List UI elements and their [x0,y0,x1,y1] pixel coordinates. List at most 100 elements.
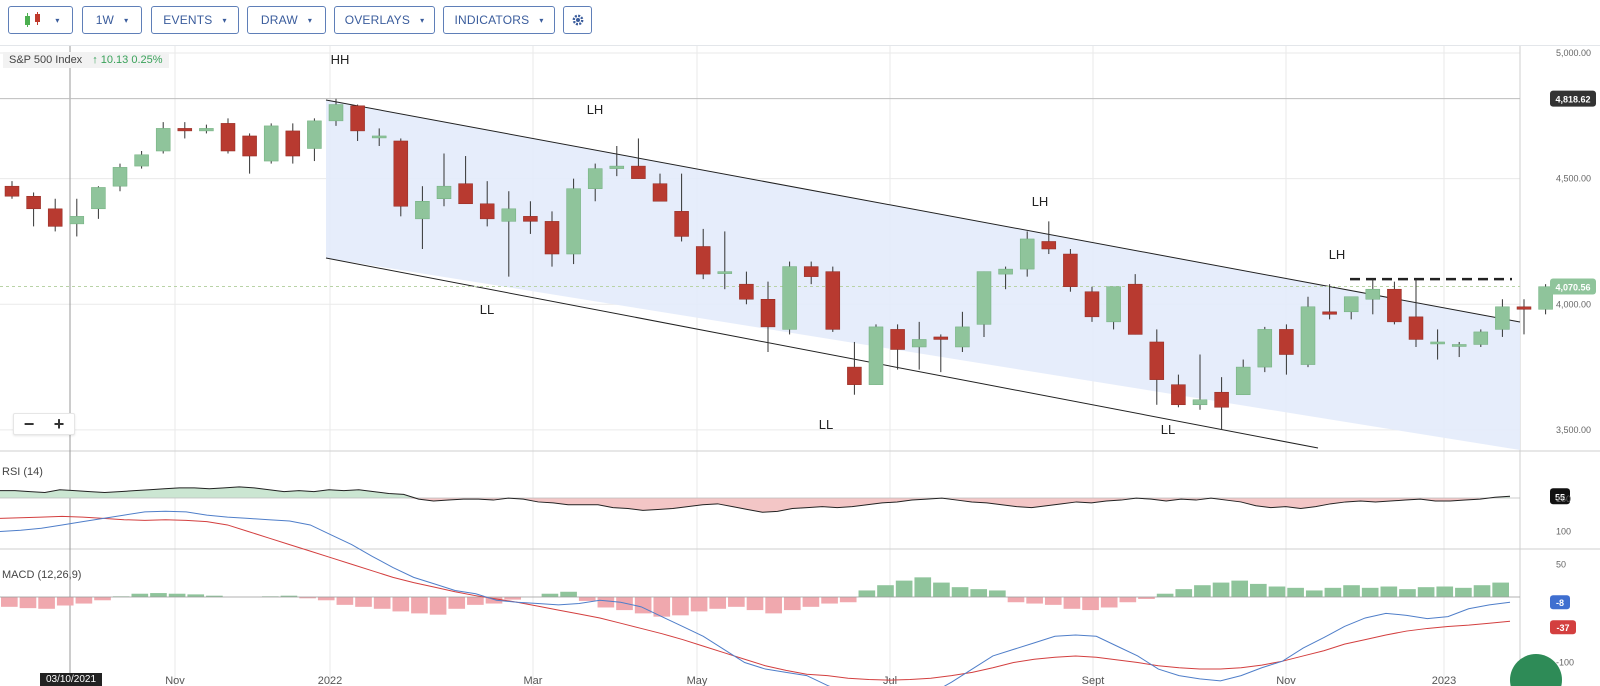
macd-histogram-bar [1324,587,1342,597]
candle [760,299,776,328]
macd-histogram-bar [1287,587,1304,597]
overlays-dropdown[interactable]: OVERLAYS ▾ [334,6,435,34]
candlestick-icon [25,12,41,27]
candle [26,195,41,210]
candle [825,271,841,330]
candle [955,326,970,348]
macd-histogram-bar [839,597,857,603]
macd-histogram-bar [970,589,988,597]
chart-type-button[interactable]: ▾ [8,6,73,34]
indicators-dropdown[interactable]: INDICATORS ▾ [443,6,555,34]
macd-histogram-bar [709,597,727,609]
draw-dropdown[interactable]: DRAW ▾ [247,6,326,34]
pattern-label: LH [1329,247,1346,262]
symbol-change: ↑ 10.13 0.25% [92,54,163,66]
indicators-label: INDICATORS [454,13,530,27]
candle [674,211,689,237]
macd-value-badge [1550,595,1570,610]
macd-axis-tick-label: -100 [1556,658,1574,668]
candle [69,216,85,225]
macd-histogram-bar [802,597,820,607]
last-price-badge: 4,070.56 [1550,278,1596,295]
macd-axis-tick-label: 150 [1556,494,1571,504]
macd-histogram-bar [206,595,223,597]
macd-histogram-bar [914,577,932,597]
overlays-label: OVERLAYS [344,13,411,27]
macd-histogram-bar [1194,585,1211,597]
chevron-down-icon: ▾ [307,15,313,25]
candle [328,104,344,122]
macd-histogram-bar [877,585,894,597]
rsi-above-fill [0,486,1510,498]
macd-histogram-bar [467,597,484,605]
chevron-down-icon: ▾ [55,15,60,25]
candle [933,336,949,340]
macd-signal-line [0,515,1511,681]
rsi-value-text: 55 [1555,492,1565,502]
settings-button[interactable] [563,6,592,34]
macd-histogram-bar [1455,587,1472,597]
candle [847,366,862,385]
candle [739,283,754,300]
macd-histogram-bar [1343,585,1360,597]
candle [393,140,409,207]
candle [1343,296,1359,313]
events-dropdown[interactable]: EVENTS ▾ [151,6,239,34]
candle [479,203,495,220]
macd-histogram-bar [1138,597,1155,599]
macd-panel-label: MACD (12,26,9) [2,569,82,581]
candle [1214,391,1229,408]
macd-histogram-bar [280,595,298,597]
macd-histogram-bar [1250,583,1267,597]
chart-canvas[interactable]: HH LH LL LH LL LH LL 5,000.00 4,500.00 4,000.00 3,… [0,46,1600,686]
macd-histogram-bar [355,597,372,607]
macd-histogram-bar [1268,586,1286,597]
macd-histogram-bar [56,597,74,606]
candle [415,201,430,220]
candle [652,183,668,202]
candle [1019,238,1035,270]
interval-dropdown[interactable]: 1W ▾ [82,6,142,34]
candle [1257,329,1273,368]
toolbar: ▾ 1W ▾ EVENTS ▾ DRAW ▾ OVERLAYS ▾ INDICA… [0,0,1600,46]
candle [1473,331,1489,345]
macd-histogram-bar [19,597,37,609]
crosshair-date-label: 03/10/2021 [40,673,102,686]
macd-axis-tick-label: 50 [1556,559,1566,569]
candle [911,339,927,348]
macd-histogram-bar [672,597,689,616]
symbol-legend: S&P 500 Index ↑ 10.13 0.25% [3,52,169,68]
price-axis-tick-label: 4,500.00 [1556,174,1591,184]
macd-histogram-bar [951,587,969,597]
candle [1495,306,1510,330]
x-axis-tick-label: May [687,675,708,686]
candle [1149,341,1165,380]
macd-histogram-bar [1492,582,1509,597]
candle [1365,288,1381,300]
macd-histogram-bar [373,597,391,609]
pattern-label: LL [819,417,833,432]
macd-histogram-bar [299,597,316,599]
macd-histogram-bar [895,580,913,597]
macd-histogram-bar [38,597,55,609]
candle [1106,286,1121,323]
zoom-out-button[interactable]: − [23,414,35,434]
candle [307,120,322,149]
candle [350,105,365,132]
draw-label: DRAW [260,13,298,27]
macd-histogram-bar [1417,587,1435,597]
interval-label: 1W [95,13,115,27]
candle [1538,286,1553,310]
zoom-in-button[interactable]: + [53,414,65,434]
candle [112,167,128,187]
symbol-name: S&P 500 Index [9,54,83,66]
rsi-panel-label: RSI (14) [2,466,43,478]
macd-histogram-bar [168,593,186,597]
candle [587,168,603,189]
price-axis-tick-label: 5,000.00 [1556,48,1591,58]
candle [1041,241,1057,250]
rsi-below-fill [0,498,1510,513]
macd-histogram-bar [1361,587,1379,597]
candle [566,188,581,255]
macd-histogram-bar [1399,589,1416,597]
